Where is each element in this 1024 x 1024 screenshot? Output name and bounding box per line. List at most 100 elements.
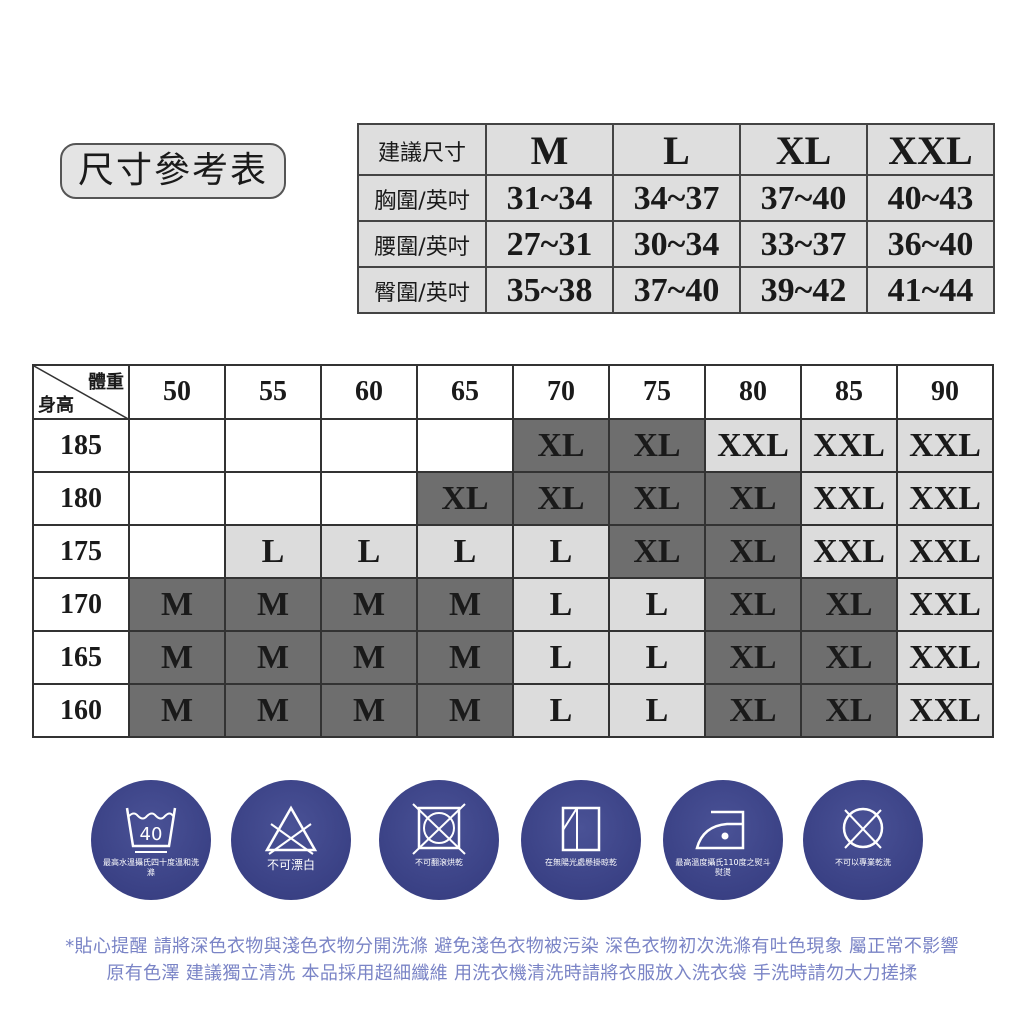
measurement-cell: XXL (866, 123, 995, 176)
size-cell: M (128, 683, 226, 738)
size-cell: XXL (800, 471, 898, 526)
size-cell: M (320, 683, 418, 738)
size-cell: L (608, 630, 706, 685)
measurement-cell: 35~38 (485, 266, 614, 314)
care-symbol: 在無陽光處懸掛晾乾 (521, 780, 641, 900)
measurement-cell: M (485, 123, 614, 176)
measurement-cell: 41~44 (866, 266, 995, 314)
size-cell: XL (704, 577, 802, 632)
weight-header: 65 (416, 364, 514, 420)
measurement-cell: 33~37 (739, 220, 868, 268)
size-cell: XL (608, 471, 706, 526)
size-cell: M (224, 630, 322, 685)
size-cell: M (128, 630, 226, 685)
weight-header: 55 (224, 364, 322, 420)
height-header: 165 (32, 630, 130, 685)
size-cell: XXL (896, 524, 994, 579)
measurement-cell: L (612, 123, 741, 176)
size-cell: XL (704, 524, 802, 579)
size-cell: L (320, 524, 418, 579)
measurement-cell: 36~40 (866, 220, 995, 268)
measurement-cell: 37~40 (739, 174, 868, 222)
size-cell: L (416, 524, 514, 579)
measurement-cell: 34~37 (612, 174, 741, 222)
care-caption: 不可翻滾烘乾 (415, 858, 463, 867)
size-cell: M (320, 630, 418, 685)
size-cell: L (608, 683, 706, 738)
care-symbol: 不可以專業乾洗 (803, 780, 923, 900)
weight-label: 體重 (88, 372, 124, 393)
measurement-row: 腰圍/英吋 27~31 30~34 33~37 36~40 (357, 220, 995, 268)
size-cell: XXL (800, 418, 898, 473)
size-grid-table: 體重 身高 50 55 60 65 70 75 80 85 90 185 XL XL XXL XXL XXL 18… (32, 364, 994, 738)
size-cell: XXL (896, 471, 994, 526)
measurement-cell: 30~34 (612, 220, 741, 268)
measurement-cell: 39~42 (739, 266, 868, 314)
measurement-row: 胸圍/英吋 31~34 34~37 37~40 40~43 (357, 174, 995, 222)
size-cell (128, 471, 226, 526)
size-row: 165 M M M M L L XL XL XXL (32, 630, 994, 685)
size-cell: XL (416, 471, 514, 526)
size-row: 180 XL XL XL XL XXL XXL (32, 471, 994, 526)
size-cell: M (320, 577, 418, 632)
size-cell: M (224, 683, 322, 738)
row-label: 臀圍/英吋 (357, 266, 487, 314)
height-header: 180 (32, 471, 130, 526)
weight-header: 90 (896, 364, 994, 420)
wash-temp: 40 (140, 824, 163, 845)
size-cell: XL (800, 683, 898, 738)
weight-header: 80 (704, 364, 802, 420)
weight-header-row: 體重 身高 50 55 60 65 70 75 80 85 90 (32, 364, 994, 420)
care-caption: 在無陽光處懸掛晾乾 (545, 858, 617, 867)
size-cell: XL (512, 471, 610, 526)
size-cell: XL (704, 630, 802, 685)
size-cell: XXL (896, 418, 994, 473)
size-cell: XXL (896, 683, 994, 738)
size-cell: XL (512, 418, 610, 473)
size-cell: M (416, 630, 514, 685)
care-symbol: 40 最高水溫攝氏四十度溫和洗滌 (91, 780, 211, 900)
weight-header: 85 (800, 364, 898, 420)
size-cell: M (416, 577, 514, 632)
size-cell (320, 418, 418, 473)
size-cell (128, 524, 226, 579)
size-cell: XL (704, 683, 802, 738)
size-row: 185 XL XL XXL XXL XXL (32, 418, 994, 473)
care-symbol: 不可漂白 (231, 780, 351, 900)
height-header: 160 (32, 683, 130, 738)
diagonal-divider (34, 366, 130, 420)
page-title: 尺寸參考表 (60, 143, 286, 199)
measurement-cell: 27~31 (485, 220, 614, 268)
size-cell (416, 418, 514, 473)
size-cell: XXL (800, 524, 898, 579)
size-row: 160 M M M M L L XL XL XXL (32, 683, 994, 738)
care-symbol: 最高溫度攝氏110度之熨斗熨燙 (663, 780, 783, 900)
size-cell: L (608, 577, 706, 632)
size-cell: XL (800, 630, 898, 685)
care-symbol: 不可翻滾烘乾 (379, 780, 499, 900)
height-label: 身高 (38, 395, 74, 416)
size-cell: M (416, 683, 514, 738)
size-cell: M (224, 577, 322, 632)
weight-header: 70 (512, 364, 610, 420)
size-cell (128, 418, 226, 473)
size-cell: L (512, 630, 610, 685)
weight-header: 75 (608, 364, 706, 420)
size-cell (320, 471, 418, 526)
measurement-row: 臀圍/英吋 35~38 37~40 39~42 41~44 (357, 266, 995, 314)
measurement-cell: 37~40 (612, 266, 741, 314)
size-row: 175 L L L L XL XL XXL XXL (32, 524, 994, 579)
size-cell: L (224, 524, 322, 579)
size-row: 170 M M M M L L XL XL XXL (32, 577, 994, 632)
measurement-cell: 40~43 (866, 174, 995, 222)
size-cell: XL (800, 577, 898, 632)
care-caption: 最高水溫攝氏四十度溫和洗滌 (103, 858, 199, 877)
size-cell: XL (608, 418, 706, 473)
size-cell: L (512, 683, 610, 738)
care-caption: 不可漂白 (266, 858, 315, 872)
size-cell (224, 418, 322, 473)
height-header: 185 (32, 418, 130, 473)
size-cell: XXL (704, 418, 802, 473)
size-cell (224, 471, 322, 526)
row-label: 胸圍/英吋 (357, 174, 487, 222)
